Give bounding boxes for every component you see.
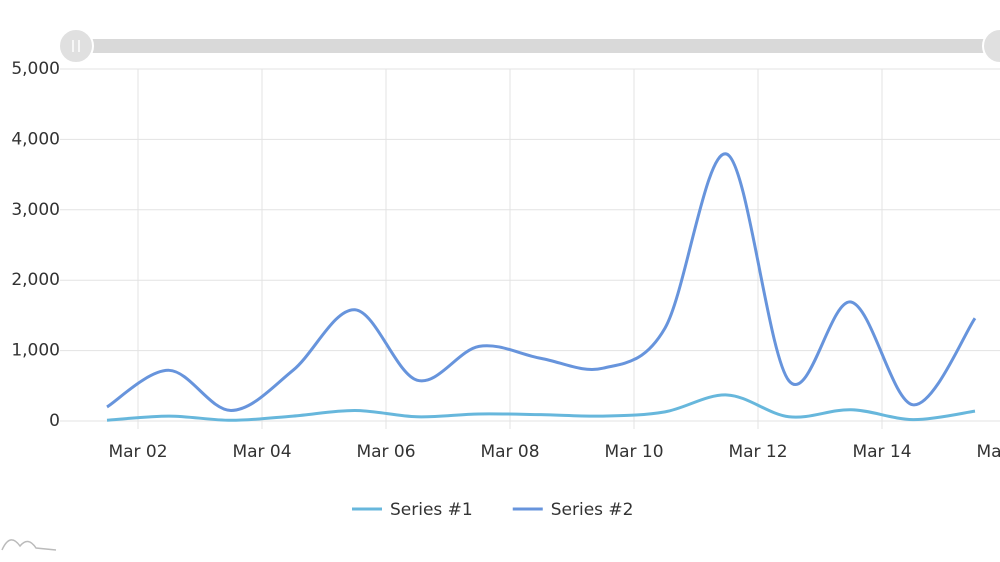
series-line (106, 393, 976, 422)
scrollbar-grip-start[interactable] (58, 28, 94, 64)
x-tick-label: Mar 12 (728, 442, 787, 462)
x-tick-label: Mar 14 (852, 442, 911, 462)
x-tick-label: Mar 16 (976, 442, 1000, 462)
y-tick-label: 4,000 (11, 129, 60, 149)
x-tick-label: Mar 10 (604, 442, 663, 462)
y-tick-label: 1,000 (11, 341, 60, 361)
legend: Series #1 Series #2 (352, 500, 634, 520)
legend-label: Series #2 (551, 500, 634, 520)
y-tick-label: 5,000 (11, 59, 60, 79)
scrollbar-grip-end[interactable] (982, 28, 1000, 64)
x-tick-label: Mar 06 (356, 442, 415, 462)
grid (60, 68, 1000, 429)
y-tick-label: 0 (49, 411, 60, 431)
scrollbar[interactable] (76, 39, 1000, 53)
x-tick-label: Mar 02 (108, 442, 167, 462)
x-tick-label: Mar 08 (480, 442, 539, 462)
x-tick-label: Mar 04 (232, 442, 291, 462)
logo (1, 539, 57, 551)
legend-label: Series #1 (390, 500, 473, 520)
y-tick-label: 2,000 (11, 270, 60, 290)
y-tick-label: 3,000 (11, 200, 60, 220)
series-line (106, 152, 977, 412)
